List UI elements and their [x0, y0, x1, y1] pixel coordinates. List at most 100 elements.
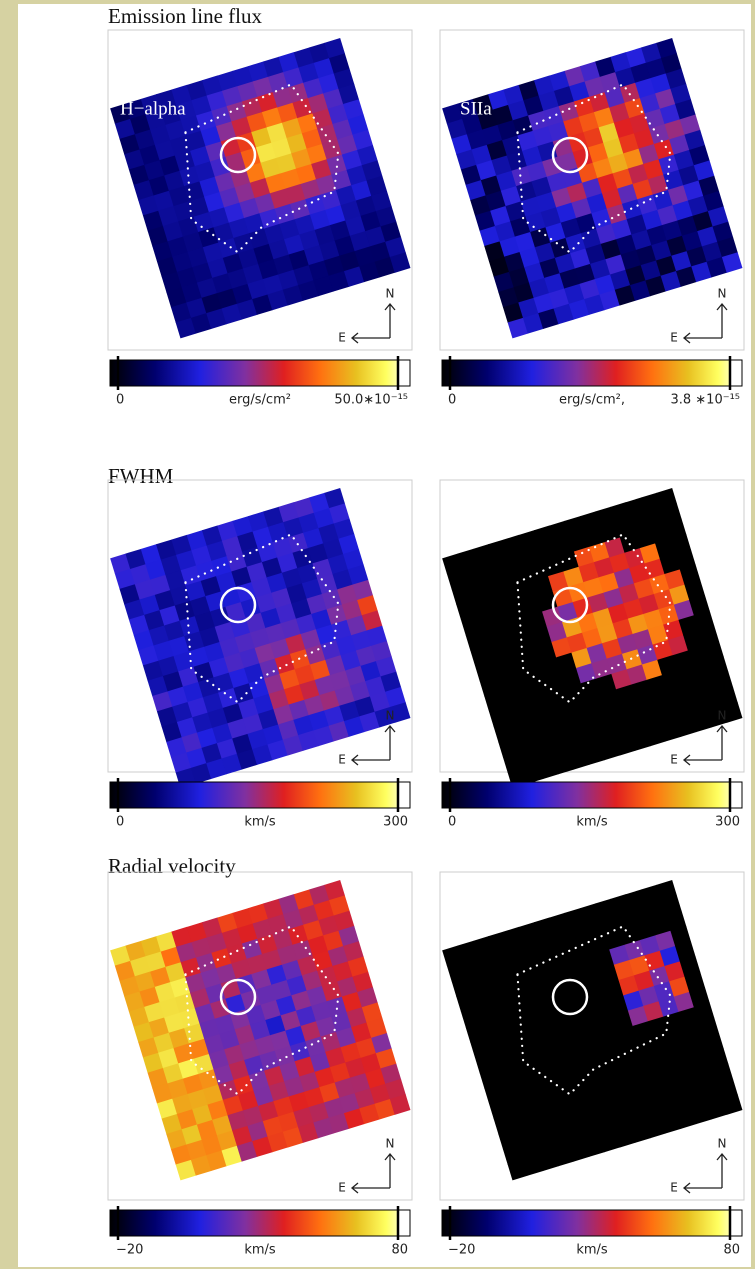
- map-pixel: [156, 1098, 178, 1120]
- map-pixel: [204, 1033, 225, 1055]
- map-pixel: [198, 1069, 219, 1090]
- map-pixel: [273, 254, 295, 275]
- map-pixel: [304, 695, 325, 716]
- map-pixel: [606, 653, 628, 675]
- compass-north: N: [386, 709, 395, 723]
- map-pixel: [488, 256, 510, 278]
- map-pixel: [308, 710, 330, 731]
- colorbar: [109, 1209, 411, 1237]
- map-pixel: [470, 195, 491, 216]
- map-pixel: [500, 635, 522, 657]
- map-pixel: [494, 1063, 516, 1084]
- map-pixel: [329, 1062, 351, 1083]
- map-pixel: [556, 652, 577, 674]
- map-pixel: [610, 1111, 631, 1133]
- map-pixel: [523, 545, 544, 567]
- map-pixel: [346, 165, 368, 186]
- map-pixel: [375, 656, 397, 677]
- map-pixel: [250, 1019, 271, 1041]
- map-pixel: [200, 968, 222, 989]
- map-pixel: [239, 197, 260, 219]
- map-pixel: [605, 1096, 627, 1117]
- panel-frame: [107, 871, 413, 1201]
- map-pixel: [504, 1093, 525, 1115]
- map-pixel: [156, 706, 178, 728]
- map-pixel: [586, 643, 608, 664]
- map-pixel: [603, 587, 624, 609]
- map-pixel: [298, 62, 320, 84]
- map-pixel: [269, 638, 291, 660]
- map-pixel: [152, 241, 173, 262]
- map-pixel: [380, 1063, 402, 1085]
- map-pixel: [282, 734, 304, 756]
- map-pixel: [687, 195, 709, 217]
- map-pixel: [208, 207, 230, 228]
- map-pixel: [573, 938, 595, 960]
- map-pixel: [625, 1106, 646, 1128]
- map-pixel: [582, 627, 603, 649]
- map-pixel: [214, 621, 236, 643]
- map-pixel: [590, 259, 611, 280]
- map-pixel: [278, 269, 299, 291]
- map-pixel: [488, 539, 509, 561]
- map-pixel: [611, 219, 632, 240]
- map-pixel: [511, 615, 533, 637]
- map-pixel: [333, 68, 355, 90]
- map-pixel: [518, 747, 539, 769]
- map-pixel: [219, 187, 241, 208]
- map-pixel: [576, 213, 597, 234]
- map-pixel: [620, 699, 642, 721]
- map-pixel: [351, 180, 372, 202]
- map-pixel: [325, 205, 346, 226]
- map-pixel: [193, 1053, 215, 1075]
- map-pixel: [683, 1022, 704, 1044]
- map-pixel: [285, 633, 306, 655]
- map-pixel: [474, 1052, 496, 1074]
- map-pixel: [297, 955, 318, 976]
- map-pixel: [262, 1116, 284, 1137]
- map-pixel: [325, 1047, 346, 1068]
- map-pixel: [148, 175, 170, 196]
- map-pixel: [599, 72, 621, 93]
- map-pixel: [185, 580, 206, 602]
- map-pixel: [357, 987, 378, 1008]
- map-pixel: [125, 548, 147, 570]
- map-pixel: [472, 94, 494, 115]
- map-pixel: [200, 576, 222, 597]
- map-pixel: [323, 1097, 345, 1119]
- map-pixel: [564, 1125, 585, 1147]
- map-pixel: [522, 1155, 544, 1176]
- map-pixel: [480, 175, 502, 196]
- map-pixel: [221, 753, 243, 775]
- map-pixel: [482, 574, 503, 596]
- map-pixel: [476, 160, 497, 181]
- map-pixel: [545, 1064, 567, 1086]
- map-pixel: [451, 134, 473, 155]
- map-pixel: [557, 151, 578, 173]
- map-pixel: [519, 247, 541, 268]
- map-pixel: [665, 518, 687, 540]
- map-pixel: [196, 110, 217, 132]
- map-pixel: [678, 165, 700, 186]
- intensity-map: [442, 488, 743, 789]
- map-pixel: [721, 1094, 743, 1115]
- map-pixel: [165, 962, 187, 983]
- map-pixel: [667, 185, 689, 206]
- map-pixel: [546, 171, 568, 193]
- map-pixel: [564, 516, 586, 537]
- map-pixel: [503, 84, 524, 106]
- map-pixel: [625, 264, 646, 286]
- map-pixel: [546, 1013, 568, 1035]
- map-pixel: [637, 1036, 658, 1058]
- map-pixel: [335, 185, 357, 206]
- map-pixel: [533, 75, 555, 97]
- map-pixel: [288, 699, 310, 721]
- map-pixel: [630, 62, 652, 84]
- map-pixel: [190, 145, 211, 167]
- map-pixel: [631, 1071, 652, 1093]
- map-pixel: [497, 570, 519, 591]
- map-pixel: [375, 1048, 397, 1069]
- map-pixel: [324, 488, 345, 509]
- map-pixel: [124, 149, 145, 171]
- map-pixel: [260, 157, 282, 179]
